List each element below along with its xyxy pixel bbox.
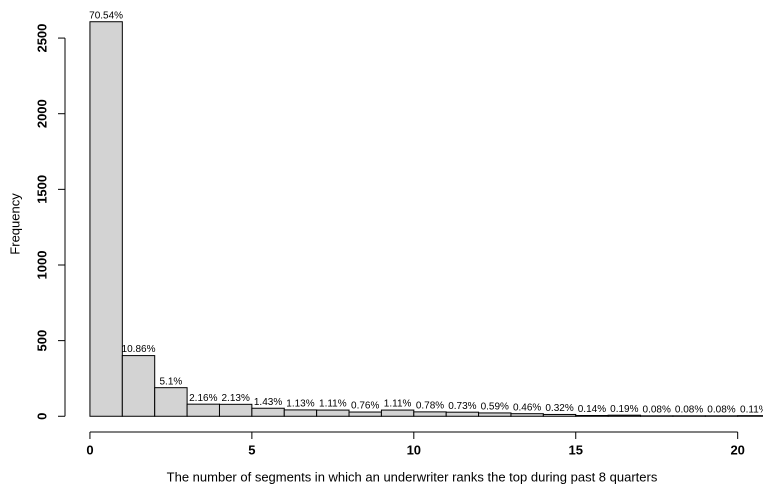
bar-label: 0.08% (707, 404, 735, 415)
bar-label: 5.1% (160, 376, 183, 387)
bar (348, 411, 382, 417)
y-tick-label: 1000 (34, 251, 49, 280)
bar (154, 387, 188, 417)
bar (380, 409, 415, 417)
bar (316, 409, 350, 417)
bar (186, 403, 220, 417)
bar-label: 0.08% (675, 404, 703, 415)
bar-label: 0.19% (610, 404, 638, 415)
x-tick-label: 0 (86, 442, 93, 457)
bar-label: 1.13% (286, 399, 314, 410)
bar-label: 0.11% (740, 404, 763, 415)
x-tick-label: 15 (569, 442, 583, 457)
y-tick-label: 0 (34, 413, 49, 420)
bar (413, 411, 447, 417)
y-tick-label: 2000 (34, 99, 49, 128)
bar (737, 415, 763, 417)
y-axis-label: Frequency (7, 193, 22, 255)
bar-label: 0.73% (448, 401, 476, 412)
bar (445, 411, 480, 417)
y-tick-label: 1500 (34, 175, 49, 204)
bar (218, 403, 253, 417)
bar-label: 10.86% (122, 344, 156, 355)
bar-label: 0.14% (578, 404, 606, 415)
y-tick-label: 500 (34, 330, 49, 352)
bar-label: 0.76% (351, 401, 379, 412)
bar (575, 415, 609, 417)
bar-label: 1.43% (254, 397, 282, 408)
bar (542, 413, 577, 417)
x-tick-label: 10 (407, 442, 421, 457)
x-tick-label: 5 (248, 442, 255, 457)
bar-label: 0.08% (643, 404, 671, 415)
bar (251, 407, 285, 417)
bar-label: 0.46% (513, 402, 541, 413)
bar-label: 1.11% (384, 399, 412, 410)
x-axis-label: The number of segments in which an under… (167, 469, 658, 484)
bar-label: 1.11% (319, 399, 347, 410)
bar (478, 412, 512, 417)
x-tick-label: 20 (730, 442, 744, 457)
bar (510, 413, 544, 417)
bar (283, 409, 318, 417)
bar-label: 2.16% (189, 393, 217, 404)
bar-label: 0.59% (481, 402, 509, 413)
bar (121, 355, 156, 417)
bar-label: 0.32% (545, 403, 573, 414)
bar (607, 414, 642, 417)
bar-label: 70.54% (89, 10, 123, 21)
y-tick-label: 2500 (34, 24, 49, 53)
bar-label: 0.78% (416, 401, 444, 412)
bar (89, 21, 123, 417)
bar-label: 2.13% (221, 393, 249, 404)
